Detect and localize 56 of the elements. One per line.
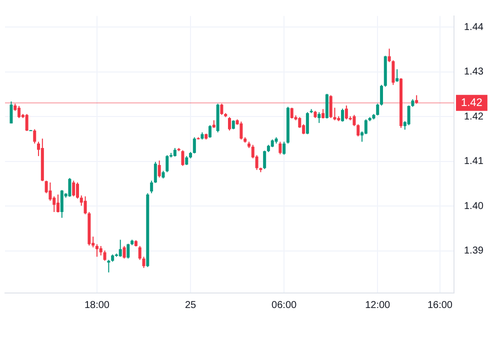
candlestick <box>126 243 130 260</box>
y-tick-label: 1.44 <box>464 22 484 33</box>
y-tick-label: 1.42 <box>464 111 484 122</box>
candlestick <box>33 128 36 144</box>
candlestick <box>396 68 399 82</box>
candlestick <box>72 180 76 197</box>
candlestick <box>60 190 64 218</box>
candlestick <box>322 108 325 119</box>
candlestick <box>208 124 212 138</box>
candlestick <box>158 160 161 178</box>
candlestick <box>56 194 60 213</box>
candlestick <box>341 108 344 122</box>
x-tick-label: 16:00 <box>427 300 453 311</box>
candlestick <box>181 150 184 166</box>
candlestick <box>18 105 21 119</box>
candlestick <box>142 256 146 268</box>
x-tick-label: 12:00 <box>365 300 391 311</box>
candlestick <box>99 246 102 256</box>
candlestick <box>356 124 360 137</box>
candlestick <box>220 103 224 116</box>
candlestick <box>122 246 126 260</box>
candlestick <box>228 116 231 132</box>
candlestick <box>325 93 328 119</box>
x-tick-label: 25 <box>184 300 197 311</box>
candlestick <box>10 100 13 124</box>
candlestick <box>68 177 72 198</box>
candlestick <box>103 250 106 262</box>
y-tick-label: 1.39 <box>464 246 484 257</box>
candlestick <box>76 182 79 200</box>
candlestick <box>364 118 368 135</box>
candlestick <box>154 161 157 184</box>
candlestick <box>192 136 196 154</box>
candlestick <box>329 94 332 119</box>
candlestick <box>290 107 294 119</box>
x-tick-label: 06:00 <box>272 300 298 311</box>
x-tick-label: 18:00 <box>84 300 110 311</box>
candlestick <box>118 239 122 258</box>
candlestick <box>352 114 356 127</box>
candlestick <box>380 84 384 106</box>
y-tick-label: 1.40 <box>464 200 484 212</box>
candlestick <box>318 112 321 124</box>
candlestick <box>25 114 28 132</box>
candlestick <box>138 246 142 260</box>
candlestick <box>278 141 282 155</box>
candlestick <box>282 141 286 156</box>
y-tick-label: 1.43 <box>464 66 484 78</box>
candlestick <box>150 180 154 194</box>
candlestick <box>95 244 98 258</box>
candlestick <box>344 105 348 120</box>
candlestick <box>376 103 380 116</box>
y-tick-label: 1.41 <box>464 156 484 168</box>
candlestick <box>306 112 309 135</box>
candlestick <box>48 182 52 202</box>
candlestick <box>166 154 169 173</box>
candlestick <box>240 121 243 140</box>
candlestick <box>263 150 266 170</box>
